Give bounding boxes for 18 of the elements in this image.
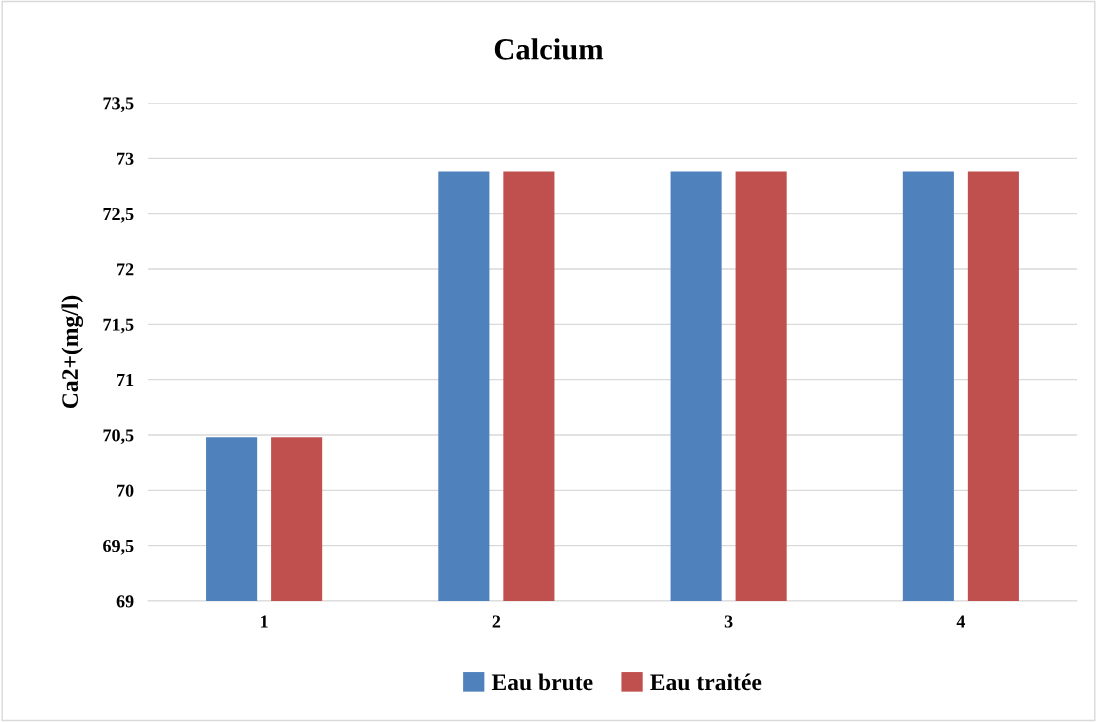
chart-title: Calcium bbox=[494, 38, 604, 60]
y-tick-label: 73 bbox=[117, 152, 134, 165]
x-tick-label: 2 bbox=[492, 615, 501, 628]
y-tick-label: 72 bbox=[117, 263, 134, 276]
x-tick-label: 1 bbox=[261, 615, 268, 628]
y-tick-label: 69 bbox=[116, 595, 134, 608]
y-tick-label: 73,5 bbox=[103, 97, 134, 113]
legend-label: Eau brute bbox=[491, 673, 593, 691]
y-tick-label: 71,5 bbox=[103, 318, 134, 334]
x-tick-label: 4 bbox=[956, 615, 966, 628]
legend-label: Eau traitée bbox=[650, 673, 762, 691]
y-tick-label: 72,5 bbox=[103, 207, 134, 223]
y-tick-label: 71 bbox=[117, 374, 134, 386]
x-tick-label: 3 bbox=[724, 615, 733, 628]
y-tick-label: 70,5 bbox=[103, 429, 134, 445]
y-axis-title: Ca2+(mg/l) bbox=[61, 295, 84, 409]
y-tick-label: 70 bbox=[117, 484, 134, 497]
y-tick-label: 69,5 bbox=[103, 539, 134, 555]
